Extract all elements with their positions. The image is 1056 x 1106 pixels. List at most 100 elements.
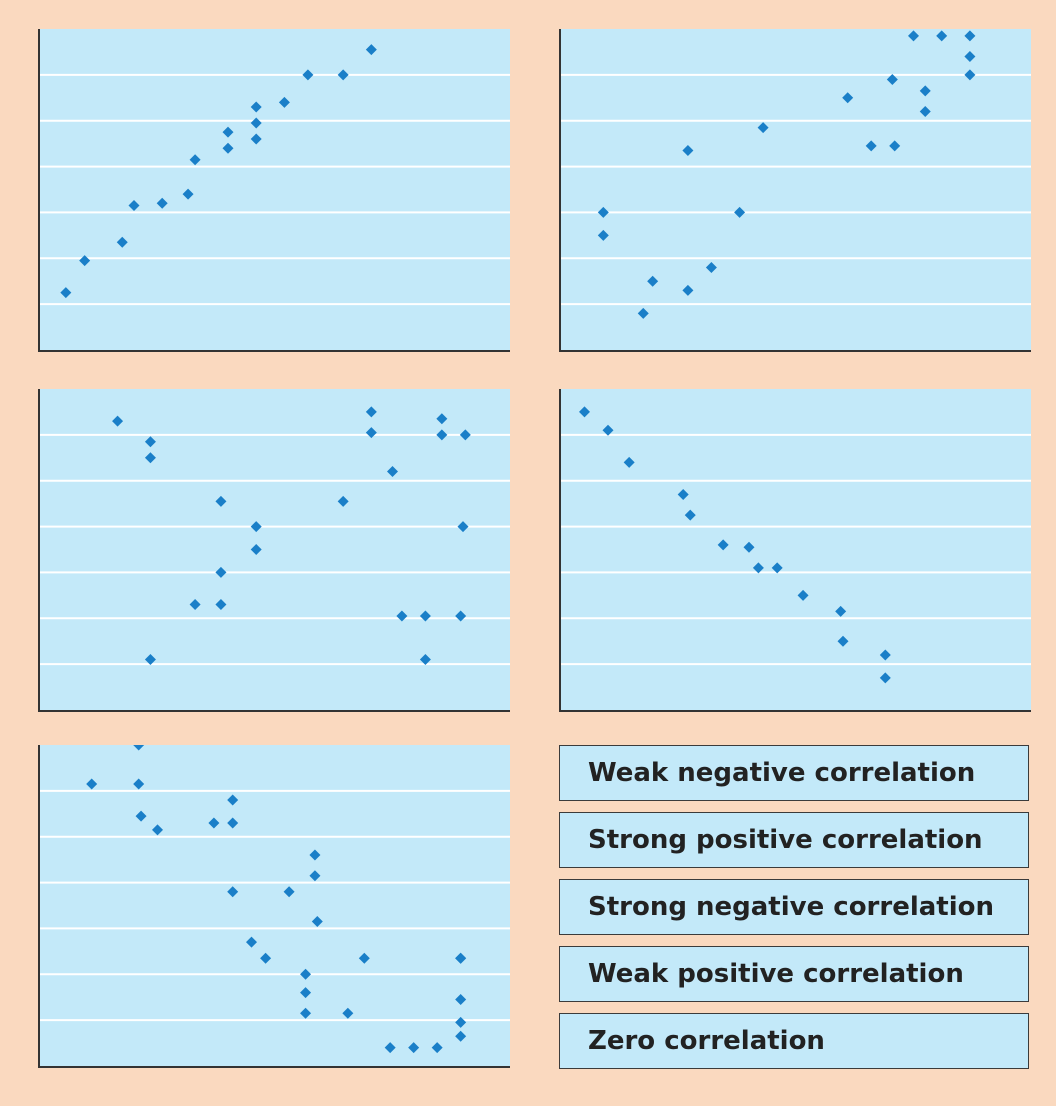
data-point <box>365 406 377 418</box>
scatter-plot-1 <box>38 29 510 352</box>
data-point <box>189 599 201 611</box>
data-point <box>597 229 609 241</box>
data-point <box>300 1007 312 1019</box>
label-weak-positive-correlation[interactable]: Weak positive correlation <box>559 946 1029 1002</box>
data-point <box>886 73 898 85</box>
data-point <box>215 599 227 611</box>
data-point <box>835 605 847 617</box>
data-point <box>752 562 764 574</box>
data-point <box>743 541 755 553</box>
data-point <box>597 206 609 218</box>
data-point <box>358 952 370 964</box>
data-point <box>865 140 877 152</box>
data-point <box>215 495 227 507</box>
data-point <box>919 106 931 118</box>
data-point <box>300 987 312 999</box>
data-point <box>455 1016 467 1028</box>
data-point <box>365 427 377 439</box>
data-point <box>579 406 590 418</box>
data-point <box>250 521 262 533</box>
data-point <box>842 92 854 104</box>
label-weak-negative-correlation[interactable]: Weak negative correlation <box>559 745 1029 801</box>
data-point <box>936 30 948 42</box>
data-point <box>133 745 145 751</box>
data-point <box>455 952 467 964</box>
data-point <box>260 952 272 964</box>
scatter-plot-2 <box>559 29 1031 352</box>
data-point <box>283 886 295 898</box>
data-point <box>60 287 72 299</box>
scatter-plot-3-svg <box>38 389 510 712</box>
data-point <box>797 589 809 601</box>
data-point <box>144 654 156 666</box>
data-point <box>365 44 377 56</box>
data-point <box>387 466 398 478</box>
data-point <box>189 154 201 166</box>
data-point <box>309 870 321 882</box>
data-point <box>908 30 919 42</box>
data-point <box>227 886 239 898</box>
data-point <box>311 916 323 928</box>
plot-area <box>40 29 510 350</box>
data-point <box>215 566 227 578</box>
data-point <box>879 672 891 684</box>
data-point <box>637 307 649 319</box>
data-point <box>436 429 448 441</box>
data-point <box>771 562 783 574</box>
data-point <box>682 284 694 296</box>
label-strong-negative-correlation[interactable]: Strong negative correlation <box>559 879 1029 935</box>
data-point <box>250 101 262 113</box>
data-point <box>602 424 614 436</box>
data-point <box>208 817 220 829</box>
plot-area <box>40 389 510 710</box>
data-point <box>647 275 659 287</box>
data-point <box>623 456 635 468</box>
data-point <box>684 509 696 521</box>
data-point <box>246 936 257 948</box>
data-point <box>144 452 156 464</box>
data-point <box>250 117 262 129</box>
label-strong-positive-correlation[interactable]: Strong positive correlation <box>559 812 1029 868</box>
data-point <box>964 69 976 81</box>
data-point <box>734 206 746 218</box>
data-point <box>86 778 98 790</box>
data-point <box>677 488 689 500</box>
data-point <box>112 415 124 427</box>
data-point <box>227 817 239 829</box>
data-point <box>455 994 467 1006</box>
data-point <box>342 1007 354 1019</box>
data-point <box>144 436 156 448</box>
data-point <box>455 1030 467 1042</box>
data-point <box>222 142 234 154</box>
data-point <box>682 145 694 157</box>
data-point <box>408 1042 420 1054</box>
label-zero-correlation[interactable]: Zero correlation <box>559 1013 1029 1069</box>
data-point <box>455 610 467 622</box>
scatter-plot-4 <box>559 389 1031 712</box>
plot-area <box>40 745 510 1066</box>
data-point <box>384 1042 396 1054</box>
data-point <box>919 85 931 97</box>
scatter-plot-2-svg <box>559 29 1031 352</box>
data-point <box>436 413 448 425</box>
data-point <box>964 51 976 63</box>
data-point <box>182 188 194 200</box>
correlation-labels: Weak negative correlation Strong positiv… <box>559 745 1029 1080</box>
plot-area <box>561 29 1031 350</box>
scatter-plot-1-svg <box>38 29 510 352</box>
data-point <box>964 30 976 42</box>
plot-area <box>561 389 1031 710</box>
scatter-plot-5 <box>38 745 510 1068</box>
data-point <box>431 1042 443 1054</box>
data-point <box>250 133 262 145</box>
data-point <box>457 521 469 533</box>
scatter-plot-5-svg <box>38 745 510 1068</box>
data-point <box>337 495 349 507</box>
data-point <box>879 649 891 661</box>
data-point <box>278 96 290 108</box>
data-point <box>156 197 168 209</box>
data-point <box>300 968 312 980</box>
data-point <box>889 140 901 152</box>
data-point <box>116 236 128 248</box>
data-point <box>227 794 239 806</box>
